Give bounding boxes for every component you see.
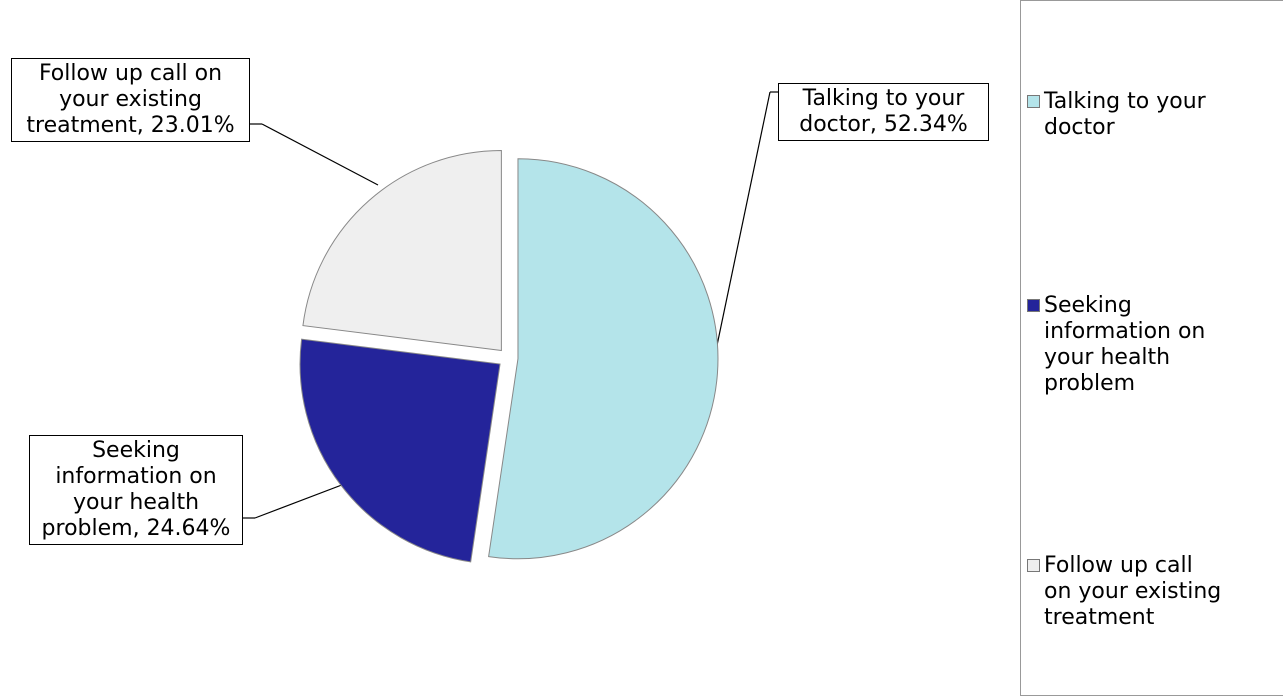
data-label: Seeking information on your health probl…	[29, 435, 243, 545]
pie-slice	[299, 338, 501, 563]
legend-label: Follow up call on your existing treatmen…	[1044, 553, 1222, 630]
pie-slice	[302, 150, 502, 352]
legend: Talking to your doctor Seeking informatio…	[1020, 0, 1283, 696]
legend-swatch	[1027, 299, 1040, 312]
data-label: Talking to your doctor, 52.34%	[778, 83, 989, 141]
leader-line	[261, 123, 379, 186]
chart	[242, 91, 778, 563]
leader-line	[714, 91, 771, 356]
legend-swatch	[1027, 95, 1040, 108]
legend-item: Follow up call on your existing treatmen…	[1027, 553, 1283, 631]
legend-swatch	[1027, 559, 1040, 572]
data-label: Follow up call on your existing treatmen…	[11, 58, 250, 142]
legend-label: Seeking information on your health probl…	[1044, 293, 1206, 396]
legend-item: Talking to your doctor	[1027, 89, 1283, 141]
legend-item: Seeking information on your health probl…	[1027, 293, 1283, 397]
pie-slice	[488, 158, 719, 560]
legend-label: Talking to your doctor	[1044, 89, 1206, 140]
